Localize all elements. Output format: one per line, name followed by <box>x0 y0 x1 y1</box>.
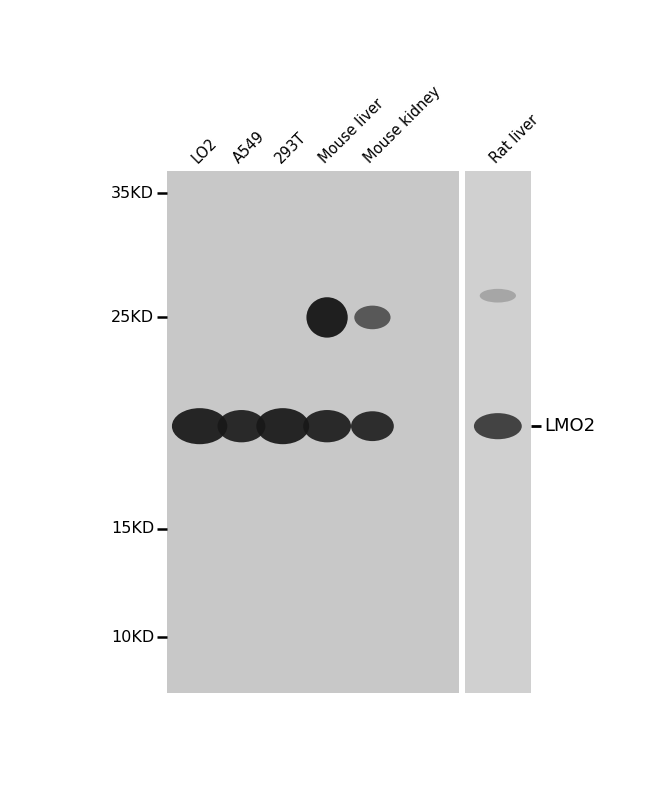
Bar <box>465 171 530 693</box>
Text: Mouse liver: Mouse liver <box>317 96 387 166</box>
Ellipse shape <box>480 289 516 303</box>
Text: LO2: LO2 <box>189 136 220 166</box>
Text: 15KD: 15KD <box>111 521 154 536</box>
Ellipse shape <box>354 306 391 329</box>
Ellipse shape <box>256 408 309 444</box>
Text: Mouse kidney: Mouse kidney <box>362 84 444 166</box>
Ellipse shape <box>474 413 522 439</box>
Text: 25KD: 25KD <box>111 310 154 325</box>
Ellipse shape <box>172 408 227 444</box>
Text: 293T: 293T <box>272 130 309 166</box>
Text: A549: A549 <box>231 129 268 166</box>
Ellipse shape <box>351 412 394 441</box>
Text: LMO2: LMO2 <box>545 417 596 435</box>
Ellipse shape <box>303 410 351 442</box>
Text: Rat liver: Rat liver <box>488 113 541 166</box>
Text: 35KD: 35KD <box>111 186 154 201</box>
Ellipse shape <box>218 410 265 442</box>
Text: 10KD: 10KD <box>111 630 154 645</box>
Ellipse shape <box>306 297 348 337</box>
Bar <box>167 171 459 693</box>
